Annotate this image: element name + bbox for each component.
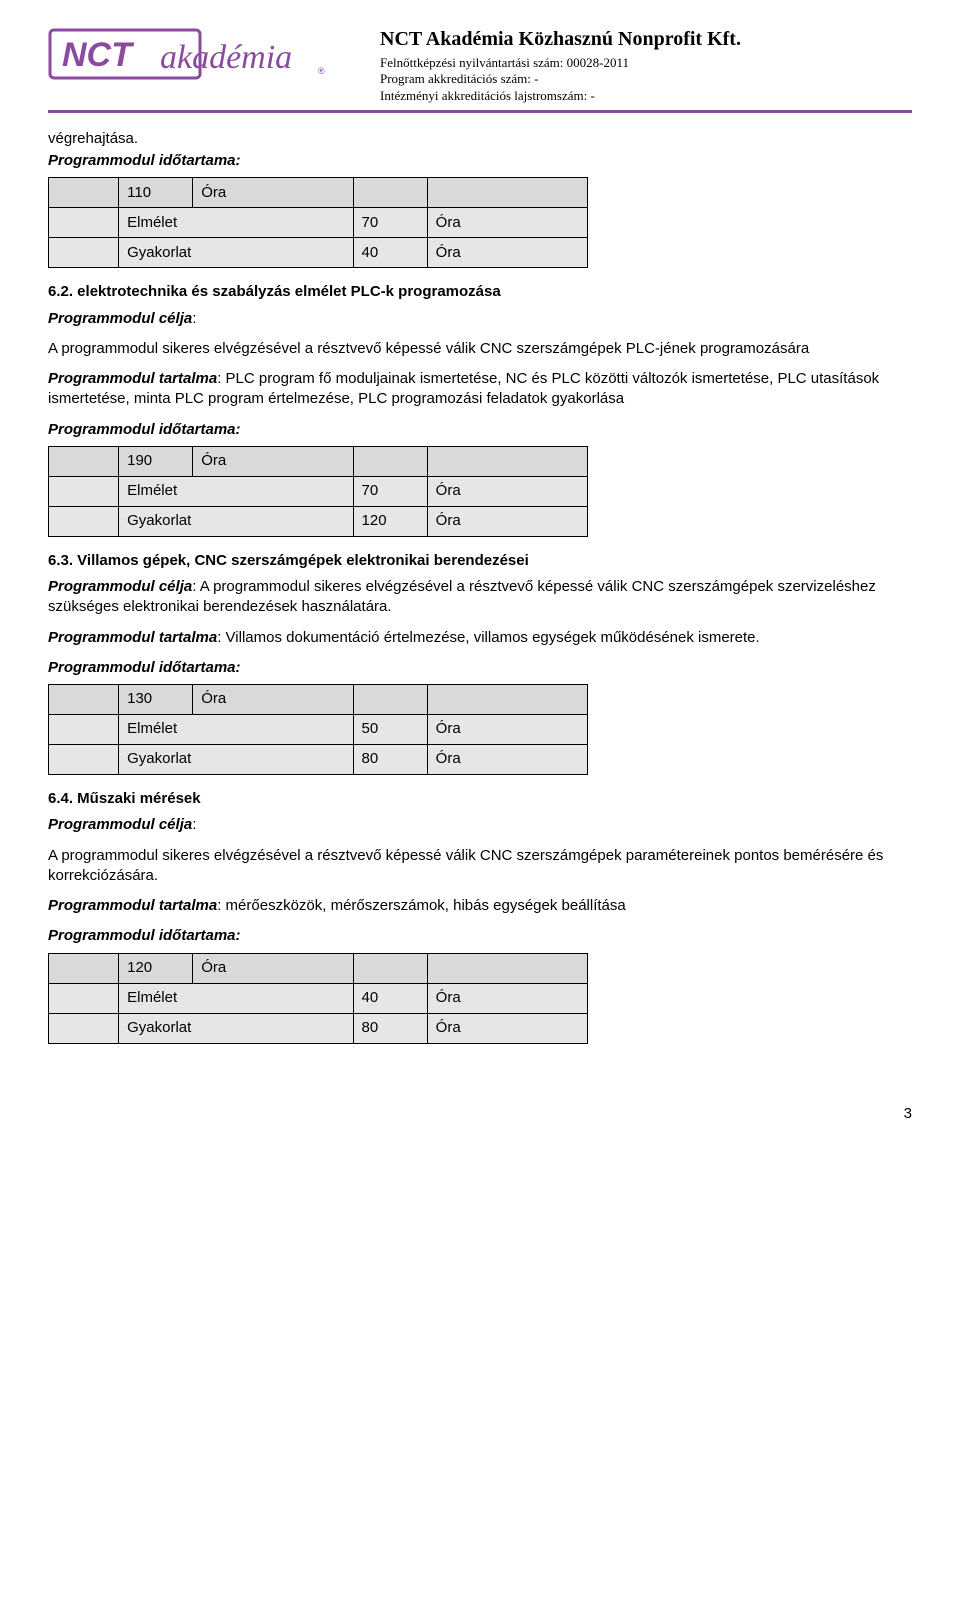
table-61: 110 Óra Elmélet 70 Óra Gyakorlat 40 Óra bbox=[48, 177, 588, 268]
row-value: 80 bbox=[353, 1013, 427, 1043]
table-64: 120 Óra Elmélet 40 Óra Gyakorlat 80 Óra bbox=[48, 953, 588, 1044]
table-row: 120 Óra bbox=[49, 953, 588, 983]
page-header: NCT akadémia ® NCT Akadémia Közhasznú No… bbox=[48, 24, 912, 113]
section-64-title: 6.4. Műszaki mérések bbox=[48, 789, 912, 809]
content-block-62: Programmodul tartalma: PLC program fő mo… bbox=[48, 369, 912, 410]
row-unit: Óra bbox=[427, 715, 587, 745]
content-block-64: Programmodul tartalma: mérőeszközök, mér… bbox=[48, 896, 912, 916]
row-value: 40 bbox=[353, 238, 427, 268]
row-unit: Óra bbox=[427, 745, 587, 775]
total-value: 130 bbox=[119, 685, 193, 715]
total-value: 190 bbox=[119, 446, 193, 476]
table-row: Gyakorlat 40 Óra bbox=[49, 238, 588, 268]
row-label: Gyakorlat bbox=[119, 1013, 353, 1043]
header-line-1: Felnőttképzési nyilvántartási szám: 0002… bbox=[380, 55, 912, 71]
goal-block-62: Programmodul célja: bbox=[48, 309, 912, 329]
total-unit: Óra bbox=[193, 953, 353, 983]
goal-block-64: Programmodul célja: bbox=[48, 815, 912, 835]
row-unit: Óra bbox=[427, 208, 587, 238]
table-63: 130 Óra Elmélet 50 Óra Gyakorlat 80 Óra bbox=[48, 684, 588, 775]
row-unit: Óra bbox=[427, 476, 587, 506]
intro-line: végrehajtása. bbox=[48, 129, 912, 149]
row-label: Elmélet bbox=[119, 983, 353, 1013]
row-unit: Óra bbox=[427, 506, 587, 536]
content-label: Programmodul tartalma bbox=[48, 629, 217, 646]
svg-text:akadémia: akadémia bbox=[160, 39, 292, 76]
table-row: 130 Óra bbox=[49, 685, 588, 715]
duration-label-63: Programmodul időtartama: bbox=[48, 658, 912, 678]
row-value: 70 bbox=[353, 208, 427, 238]
header-line-3: Intézményi akkreditációs lajstromszám: - bbox=[380, 88, 912, 104]
duration-label-62: Programmodul időtartama: bbox=[48, 420, 912, 440]
table-row: Elmélet 40 Óra bbox=[49, 983, 588, 1013]
header-text-block: NCT Akadémia Közhasznú Nonprofit Kft. Fe… bbox=[380, 24, 912, 104]
logo: NCT akadémia ® bbox=[48, 24, 368, 86]
content-text: : mérőeszközök, mérőszerszámok, hibás eg… bbox=[217, 897, 626, 914]
total-unit: Óra bbox=[193, 446, 353, 476]
total-value: 110 bbox=[119, 178, 193, 208]
row-value: 70 bbox=[353, 476, 427, 506]
nct-logo-icon: NCT akadémia ® bbox=[48, 24, 368, 86]
row-label: Elmélet bbox=[119, 715, 353, 745]
duration-label-64: Programmodul időtartama: bbox=[48, 926, 912, 946]
row-unit: Óra bbox=[427, 1013, 587, 1043]
goal-colon: : bbox=[192, 310, 196, 327]
goal-label: Programmodul célja bbox=[48, 816, 192, 833]
company-name: NCT Akadémia Közhasznú Nonprofit Kft. bbox=[380, 26, 912, 53]
table-row: Gyakorlat 80 Óra bbox=[49, 1013, 588, 1043]
section-62-title: 6.2. elektrotechnika és szabályzás elmél… bbox=[48, 282, 912, 302]
row-unit: Óra bbox=[427, 238, 587, 268]
table-62: 190 Óra Elmélet 70 Óra Gyakorlat 120 Óra bbox=[48, 446, 588, 537]
content-label: Programmodul tartalma bbox=[48, 897, 217, 914]
total-value: 120 bbox=[119, 953, 193, 983]
goal-text-62: A programmodul sikeres elvégzésével a ré… bbox=[48, 339, 912, 359]
svg-text:NCT: NCT bbox=[62, 36, 135, 74]
svg-text:®: ® bbox=[318, 66, 325, 76]
row-label: Gyakorlat bbox=[119, 238, 353, 268]
table-row: 110 Óra bbox=[49, 178, 588, 208]
content-block-63: Programmodul tartalma: Villamos dokument… bbox=[48, 628, 912, 648]
row-unit: Óra bbox=[427, 983, 587, 1013]
table-row: Gyakorlat 120 Óra bbox=[49, 506, 588, 536]
section-63-title: 6.3. Villamos gépek, CNC szerszámgépek e… bbox=[48, 551, 912, 571]
duration-label-61: Programmodul időtartama: bbox=[48, 151, 912, 171]
row-label: Gyakorlat bbox=[119, 506, 353, 536]
row-label: Gyakorlat bbox=[119, 745, 353, 775]
row-value: 50 bbox=[353, 715, 427, 745]
total-unit: Óra bbox=[193, 685, 353, 715]
goal-text-64: A programmodul sikeres elvégzésével a ré… bbox=[48, 846, 912, 887]
row-label: Elmélet bbox=[119, 476, 353, 506]
row-value: 80 bbox=[353, 745, 427, 775]
row-value: 120 bbox=[353, 506, 427, 536]
table-row: 190 Óra bbox=[49, 446, 588, 476]
content-label: Programmodul tartalma bbox=[48, 370, 217, 387]
table-row: Elmélet 70 Óra bbox=[49, 476, 588, 506]
page-number: 3 bbox=[48, 1104, 912, 1124]
header-line-2: Program akkreditációs szám: - bbox=[380, 71, 912, 87]
table-row: Elmélet 50 Óra bbox=[49, 715, 588, 745]
table-row: Gyakorlat 80 Óra bbox=[49, 745, 588, 775]
content-text: : Villamos dokumentáció értelmezése, vil… bbox=[217, 629, 759, 646]
table-row: Elmélet 70 Óra bbox=[49, 208, 588, 238]
total-unit: Óra bbox=[193, 178, 353, 208]
row-label: Elmélet bbox=[119, 208, 353, 238]
goal-label: Programmodul célja bbox=[48, 310, 192, 327]
row-value: 40 bbox=[353, 983, 427, 1013]
goal-label: Programmodul célja bbox=[48, 578, 192, 595]
goal-colon: : bbox=[192, 816, 196, 833]
goal-block-63: Programmodul célja: A programmodul siker… bbox=[48, 577, 912, 618]
